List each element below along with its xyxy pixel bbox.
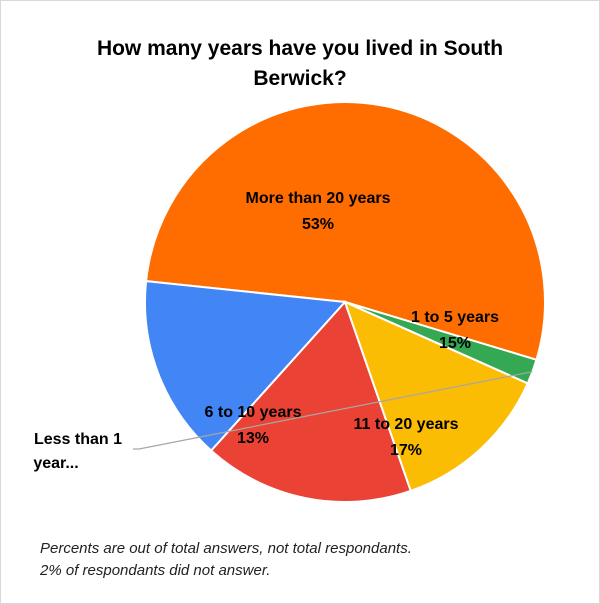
- chart-title: How many years have you lived in South B…: [96, 37, 504, 90]
- slice-label: Less than 1 year...: [33, 431, 122, 472]
- pie-slice-more-than-20-years: [144, 101, 547, 362]
- slice-label: 6 to 10 years 13%: [205, 404, 302, 447]
- slice-label: More than 20 years 53%: [246, 190, 391, 233]
- pie-slice-1-to-5-years: [144, 279, 348, 453]
- pie-slice-11-to-20-years: [209, 300, 413, 503]
- slice-label: 11 to 20 years 17%: [354, 416, 459, 459]
- pie-slice-less-than-1-year: [344, 301, 538, 385]
- footnote: Percents are out of total answers, not t…: [40, 538, 580, 582]
- leader-line: [133, 371, 533, 450]
- footnote-line-2: 2% of respondants did not answer.: [40, 562, 271, 579]
- slice-label: 1 to 5 years 15%: [411, 309, 499, 352]
- pie-slice-6-to-10-years: [343, 300, 530, 493]
- footnote-line-1: Percents are out of total answers, not t…: [40, 540, 412, 557]
